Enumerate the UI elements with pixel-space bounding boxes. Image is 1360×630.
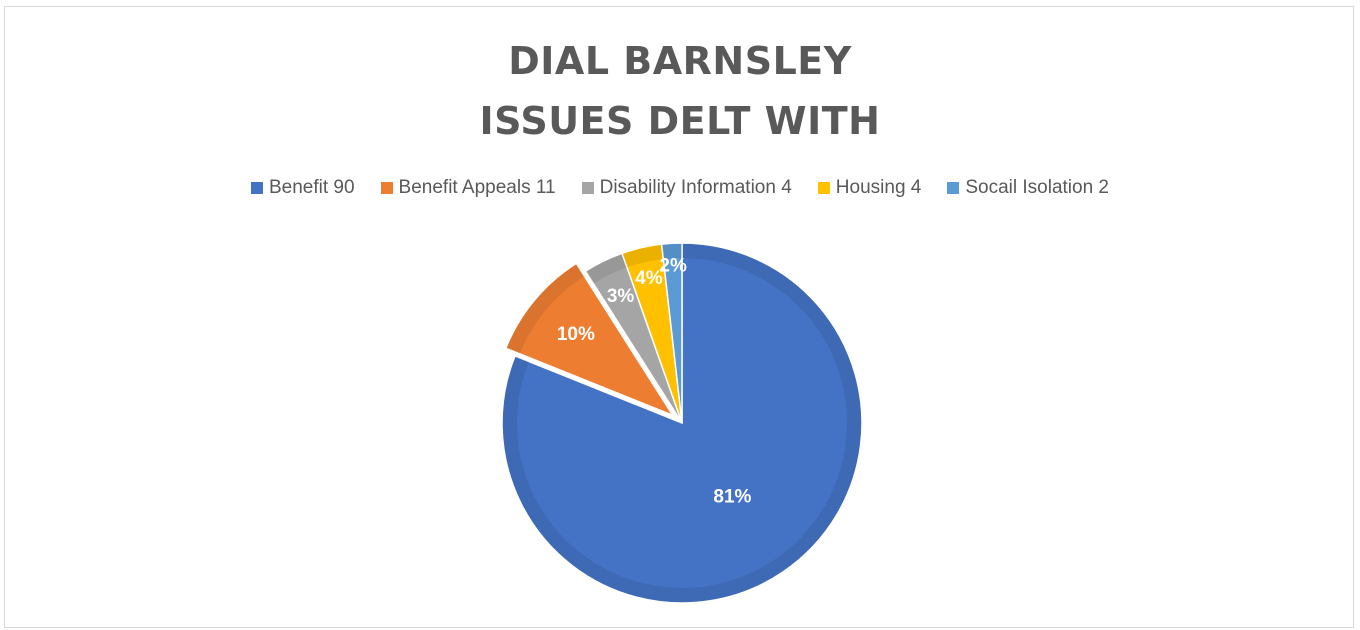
legend-swatch-housing [817, 182, 830, 194]
pie-slice-benefit-appeals [504, 262, 675, 417]
data-label-disability-information: 3% [607, 286, 635, 307]
pie-slice-edge-socail-isolation [661, 244, 683, 260]
legend-item-benefit-appeals: Benefit Appeals 11 [380, 177, 556, 199]
chart-title-line-1: DIAL BARNSLEY [508, 39, 852, 83]
legend-item-housing: Housing 4 [817, 177, 922, 199]
pie-slice-edge-benefit-appeals [506, 264, 585, 354]
pie-slice-edge-benefit [503, 244, 861, 602]
data-label-housing: 4% [635, 268, 663, 289]
pie-slice-socail-isolation [660, 242, 683, 424]
chart-area: DIAL BARNSLEY ISSUES DELT WITH Benefit 9… [4, 6, 1354, 628]
legend-swatch-benefit-appeals [380, 182, 393, 194]
legend-item-disability-information: Disability Information 4 [581, 177, 792, 199]
legend-swatch-disability-information [581, 182, 594, 194]
data-label-benefit-appeals: 10% [557, 324, 595, 345]
legend-label-disability-information: Disability Information 4 [599, 177, 792, 198]
pie-chart: 81% 10% 3%4%2% [501, 242, 863, 604]
legend-swatch-social-isolation [947, 182, 960, 194]
legend-label-benefit-appeals: Benefit Appeals 11 [398, 177, 556, 198]
legend: Benefit 90 Benefit Appeals 11 Disability… [5, 177, 1355, 199]
legend-label-benefit: Benefit 90 [268, 177, 355, 198]
legend-label-housing: Housing 4 [835, 177, 922, 198]
chart-title-line-2: ISSUES DELT WITH [479, 99, 881, 143]
legend-swatch-benefit [250, 182, 263, 194]
legend-item-social-isolation: Socail Isolation 2 [947, 177, 1109, 199]
data-label-benefit: 81% [713, 487, 751, 508]
legend-item-benefit: Benefit 90 [250, 177, 355, 199]
legend-label-social-isolation: Socail Isolation 2 [965, 177, 1110, 198]
data-label-socail-isolation: 2% [659, 256, 687, 277]
pie-slice-edge-housing [622, 245, 664, 268]
